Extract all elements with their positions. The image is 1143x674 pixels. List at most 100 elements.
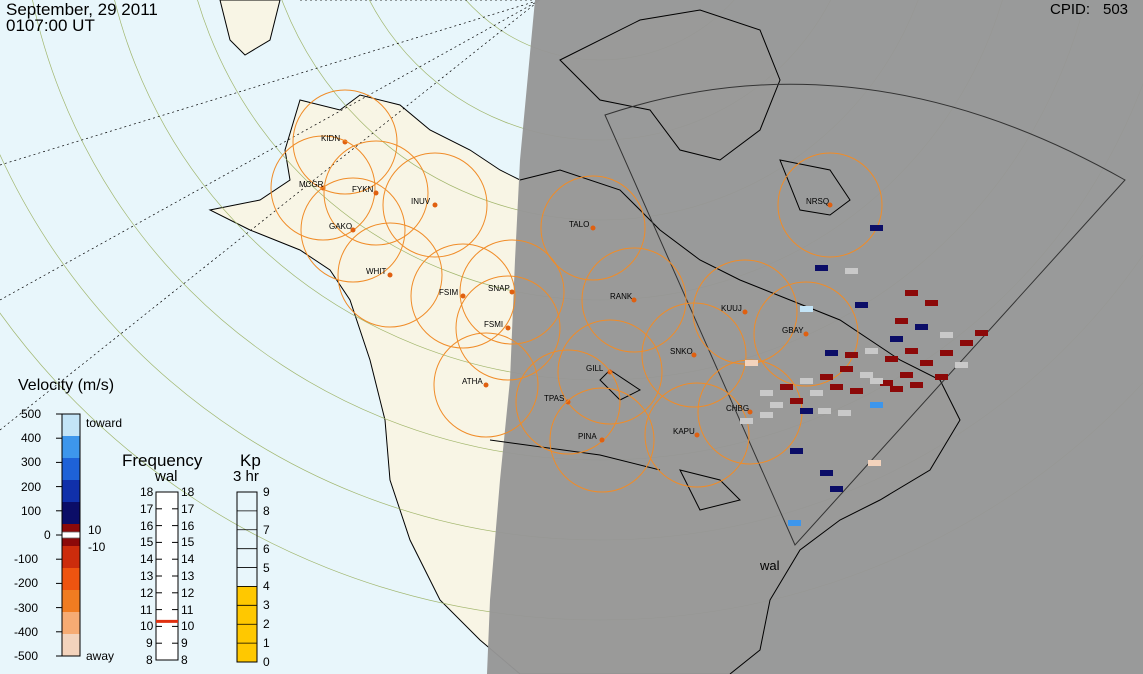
station-ring-pina [549,387,655,493]
toward-label: toward [86,416,123,430]
station-dot-fsim [460,293,466,299]
backscatter-cell [910,382,923,388]
kp-tick-label: 1 [263,636,270,651]
station-ring-talo [540,175,646,281]
backscatter-cell [890,386,903,392]
station-label-chbg: CHBG [726,404,750,413]
backscatter-cell [920,360,933,366]
velocity-color-swatch [62,634,80,657]
backscatter-cell [905,290,918,296]
velocity-color-swatch [62,502,80,525]
backscatter-cell [960,340,973,346]
frequency-tick-label: 17 [140,501,154,516]
frequency-tick-label: 14 [140,552,154,567]
frequency-tick-label: 18 [181,485,195,499]
velocity-color-swatch [62,590,80,613]
radar-label: wal [760,558,780,573]
kp-tick-label: 3 [263,598,270,613]
station-label-snko: SNKO [670,347,693,356]
station-ring-rank [581,247,687,353]
station-ring-fsmi [455,275,561,381]
away-label: away [86,649,115,663]
backscatter-cell [885,356,898,362]
velocity-tick-label: 0 [44,528,51,542]
backscatter-cell [820,470,833,476]
backscatter-cell [940,332,953,338]
backscatter-cell [780,384,793,390]
backscatter-cell [800,408,813,414]
longitude-lines [0,0,541,431]
backscatter-cell [745,360,758,366]
cpid-value: 503 [1103,1,1129,18]
backscatter-cell [880,380,893,386]
velocity-color-swatch [62,436,80,459]
backscatter-cell [905,348,918,354]
station-ring-inuv [382,152,488,258]
kp-tick-label: 5 [263,560,270,575]
backscatter-cell [870,378,883,384]
velocity-backscatter [740,225,988,526]
backscatter-cell [870,402,883,408]
station-ring-snko [641,302,747,408]
night-shading [487,0,1143,674]
backscatter-cell [915,324,928,330]
station-label-gako: GAKO [329,222,353,231]
frequency-tick-label: 13 [181,569,195,583]
station-dot-tpas [565,399,571,405]
station-ring-kapu [644,382,750,488]
velocity-tick-label: 200 [21,479,42,494]
backscatter-cell [955,362,968,368]
station-ring-nrsq [777,152,883,258]
frequency-tick-label: 17 [181,501,195,516]
station-label-tpas: TPAS [544,394,565,403]
station-dot-snko [691,352,697,358]
velocity-tick-label: -500 [14,649,39,663]
velocity-tick-label: -100 [14,552,39,567]
backscatter-cell [925,300,938,306]
station-label-rank: RANK [610,292,633,301]
station-ring-fykn [323,140,429,246]
backscatter-cell [845,352,858,358]
velocity-tick-label: -200 [14,576,39,591]
time-label: 0107:00 UT [6,16,95,35]
backscatter-cell [840,366,853,372]
frequency-tick-label: 18 [140,485,154,499]
backscatter-cell [820,374,833,380]
station-dot-pina [599,437,605,443]
station-ring-fsim [410,243,516,349]
backscatter-cell [865,348,878,354]
station-dot-fykn [373,190,379,196]
station-label-whit: WHIT [366,267,387,276]
velocity-tick-label: -300 [14,600,39,615]
frequency-tick-label: 12 [181,585,195,600]
velocity-tick-label: -400 [14,624,39,639]
backscatter-cell [860,372,873,378]
backscatter-cell [810,390,823,396]
velocity-color-swatch [62,414,80,437]
station-ring-tpas [515,349,621,455]
station-ring-atha [433,332,539,438]
station-ring-mcgr [270,135,376,241]
frequency-tick-label: 11 [181,602,194,617]
kp-tick-label: 8 [263,503,270,518]
station-label-kidn: KIDN [321,134,341,143]
frequency-tick-label: 16 [181,518,195,533]
frequency-tick-label: 15 [140,535,154,550]
cpid-label: CPID: [1050,1,1091,18]
kp-tick-label: 6 [263,541,270,556]
station-dot-kuuj [742,309,748,315]
station-dot-gbay [803,331,809,337]
station-label-kapu: KAPU [673,427,695,436]
radar-field-of-view [604,83,1126,546]
frequency-station: wal [155,468,178,485]
station-dot-inuv [432,202,438,208]
station-ring-snap [459,239,565,345]
velocity-color-swatch [62,546,80,569]
kp-tick-label: 4 [263,579,270,594]
station-dot-gako [350,227,356,233]
velocity-color-swatch [62,568,80,591]
backscatter-cell [838,410,851,416]
station-label-gbay: GBAY [782,326,804,335]
